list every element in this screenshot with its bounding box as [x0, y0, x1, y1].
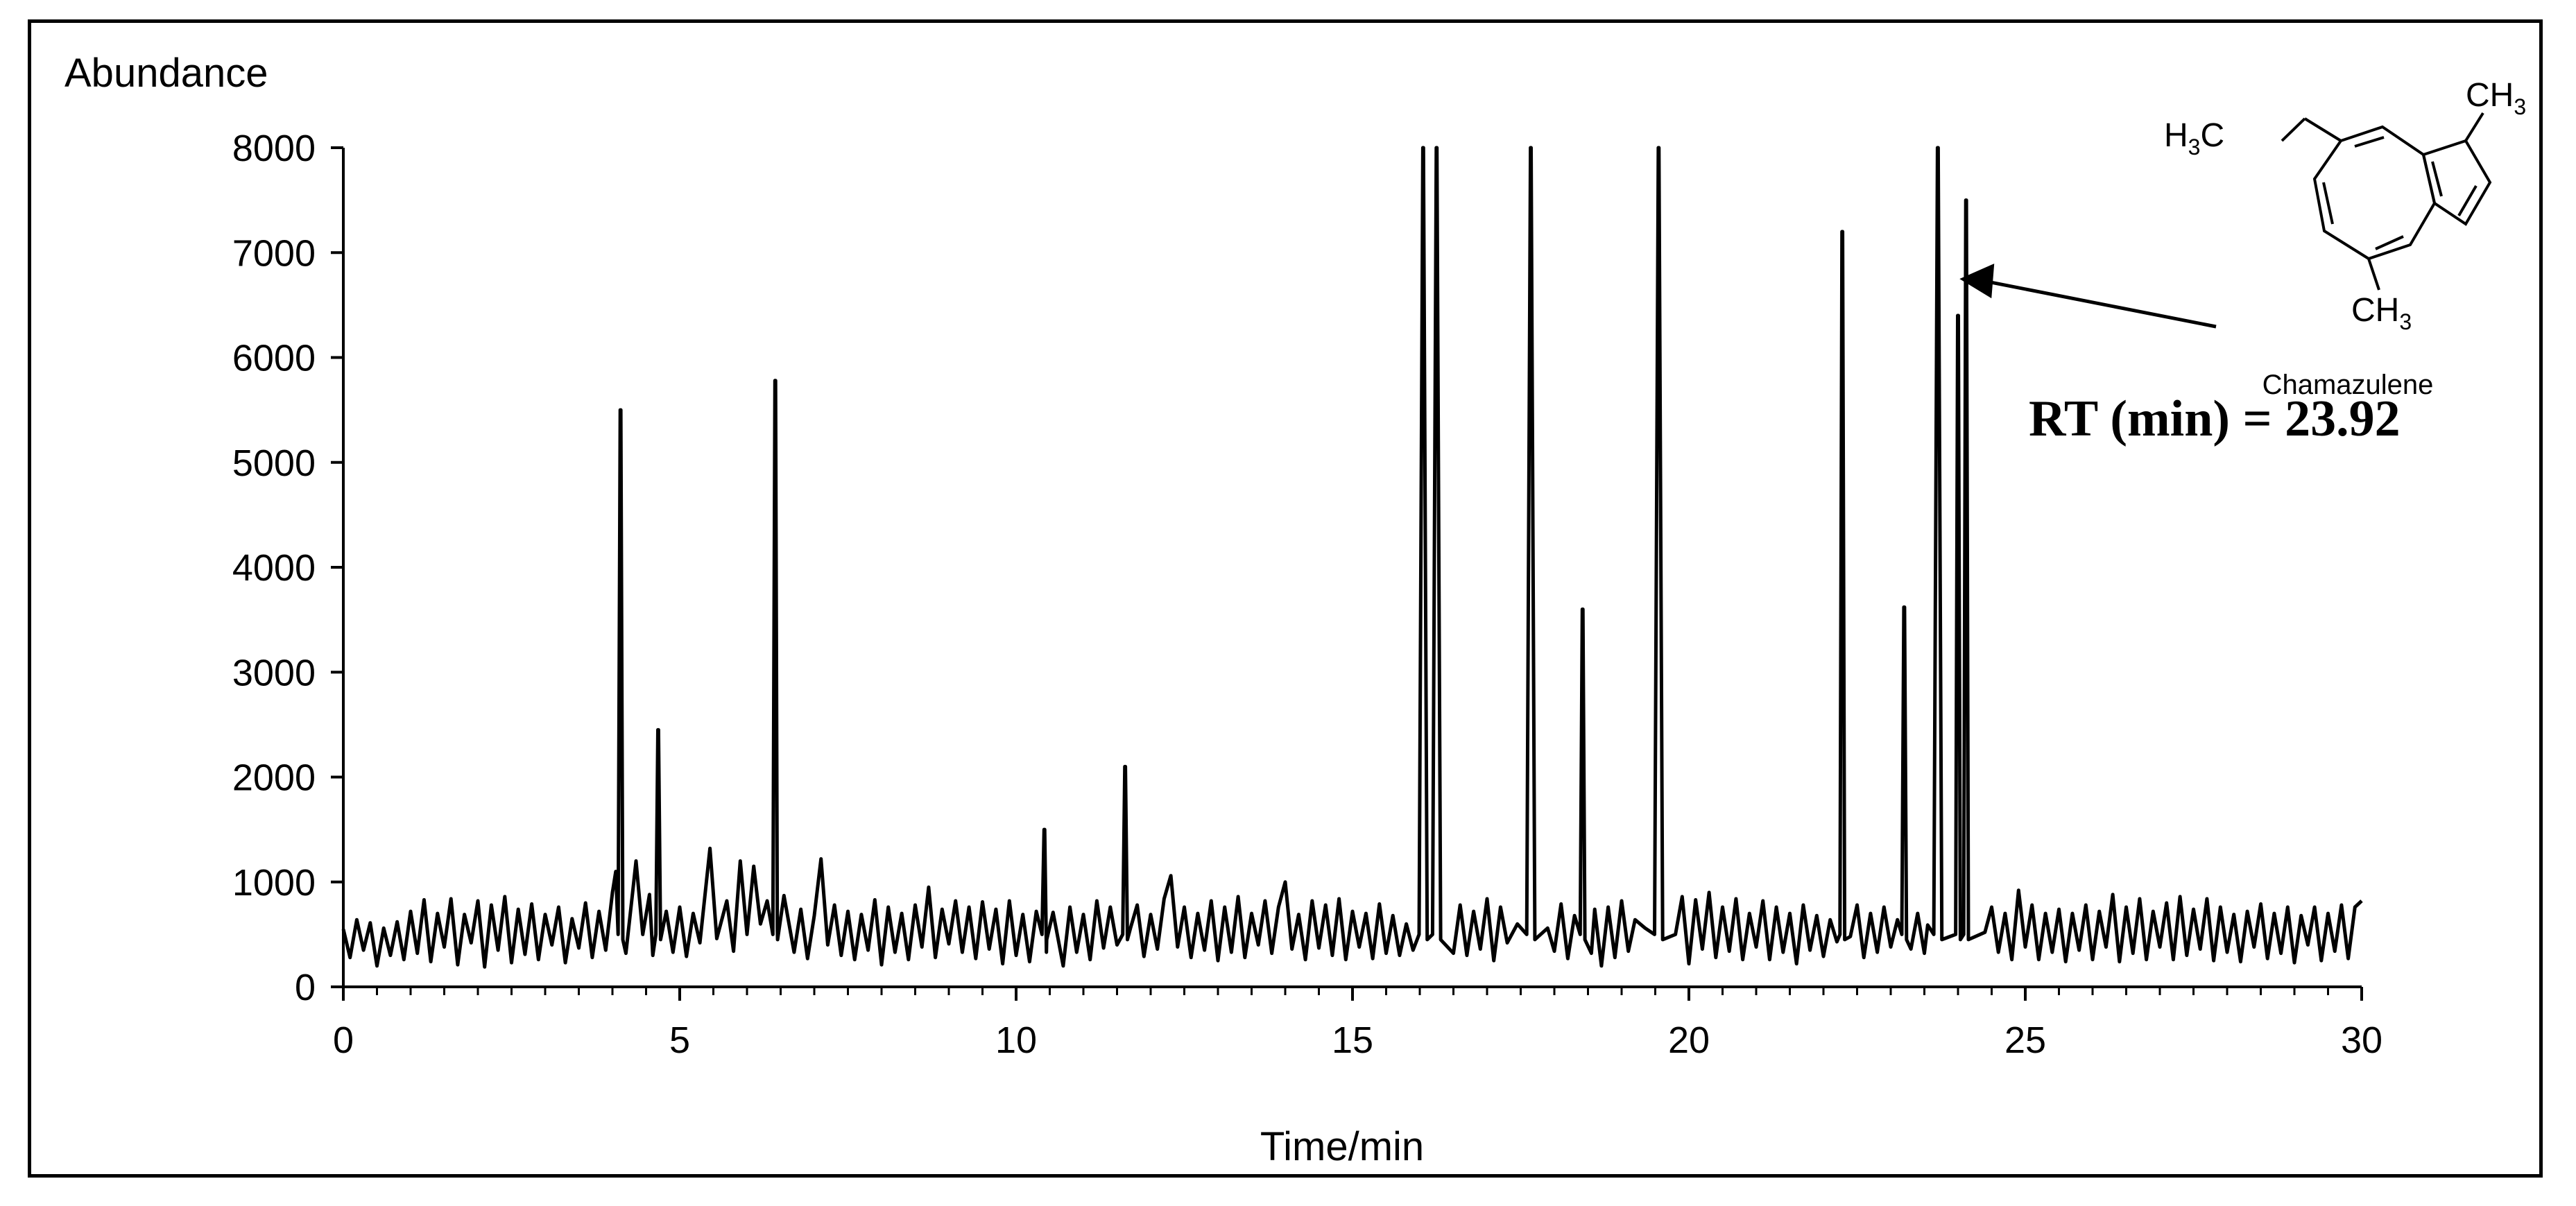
- x-tick-label: 25: [2004, 1019, 2046, 1061]
- annotation-arrow: [1959, 264, 2217, 329]
- y-tick-label: 7000: [232, 232, 316, 274]
- ethyl-bond: [2281, 117, 2306, 142]
- tick-marks: 0 1000 2000 3000 4000 5000 6000 7000 8000 0 5 10 15 2…: [232, 128, 2382, 1061]
- chromatogram-trace-group: [341, 146, 2363, 969]
- compound-name: Chamazulene: [2262, 370, 2434, 400]
- x-tick-label: 0: [333, 1019, 354, 1061]
- chamazulene-structure: H3C CH3 CH3 Chamazulene: [2164, 77, 2526, 400]
- methyl-top-label: CH3: [2466, 77, 2526, 119]
- y-tick-label: 8000: [232, 128, 316, 169]
- x-axis-title: Time/min: [1260, 1124, 1424, 1169]
- double-bond: [2457, 184, 2478, 217]
- x-tick-label: 5: [669, 1019, 690, 1061]
- chromatogram-trace: [341, 146, 2363, 969]
- y-tick-label: 1000: [232, 862, 316, 904]
- double-bond: [2375, 235, 2404, 250]
- x-tick-label: 10: [995, 1019, 1037, 1061]
- double-bond: [2354, 136, 2385, 148]
- seven-membered-ring: [2312, 125, 2437, 261]
- double-bond: [2322, 182, 2334, 225]
- chart-frame: Abundance Time/min 0 1000 2000 3000 4000 5000…: [28, 19, 2543, 1178]
- x-tick-label: 15: [1332, 1019, 1373, 1061]
- retention-time-label: RT (min) = 23.92: [2029, 390, 2401, 447]
- ethyl-bond: [2303, 117, 2342, 142]
- methyl-bottom-label: CH3: [2351, 292, 2412, 334]
- y-tick-label: 6000: [232, 338, 316, 379]
- arrow-shaft: [1986, 279, 2217, 329]
- chromatogram-chart: Abundance Time/min 0 1000 2000 3000 4000 5000…: [65, 51, 2526, 1169]
- y-tick-label: 3000: [232, 652, 316, 694]
- y-axis-title: Abundance: [65, 51, 268, 96]
- methyl-bond: [2367, 258, 2380, 291]
- y-tick-label: 4000: [232, 547, 316, 589]
- y-tick-label: 0: [295, 967, 316, 1008]
- x-tick-label: 20: [1668, 1019, 1710, 1061]
- axes: [342, 148, 2362, 988]
- arrow-head: [1959, 264, 1995, 299]
- double-bond: [2431, 161, 2443, 197]
- methyl-bond: [2464, 112, 2484, 142]
- y-tick-label: 2000: [232, 757, 316, 799]
- x-tick-label: 30: [2341, 1019, 2382, 1061]
- y-tick-label: 5000: [232, 442, 316, 484]
- five-membered-ring: [2421, 139, 2492, 226]
- ethyl-label: H3C: [2164, 117, 2224, 160]
